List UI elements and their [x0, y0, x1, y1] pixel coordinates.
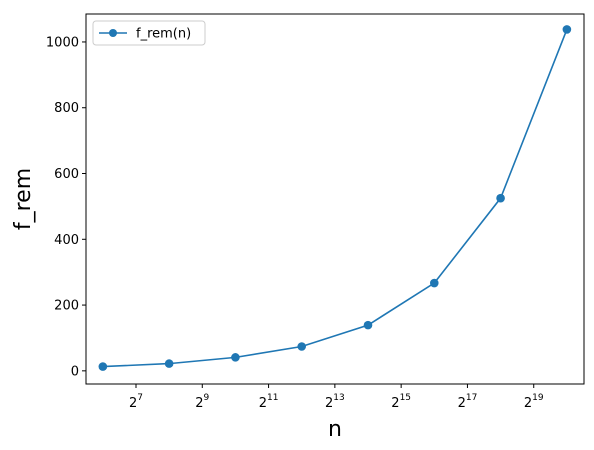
- data-point: [363, 320, 373, 330]
- data-point: [231, 353, 240, 362]
- x-tick-exponent: 19: [532, 393, 544, 403]
- x-tick-base: 2: [259, 396, 267, 411]
- x-tick-label: 219: [524, 393, 544, 411]
- x-tick-base: 2: [524, 396, 532, 411]
- x-tick-base: 2: [458, 396, 466, 411]
- x-tick-exponent: 7: [137, 393, 143, 403]
- x-tick-label: 217: [458, 393, 478, 411]
- legend-point-marker: [109, 29, 117, 37]
- y-tick-label: 1000: [46, 35, 79, 50]
- y-tick-label: 800: [54, 101, 79, 116]
- plot-area: [98, 25, 572, 371]
- x-axis-label: n: [328, 417, 342, 442]
- data-point: [562, 25, 572, 34]
- x-tick-exponent: 15: [400, 393, 411, 403]
- x-tick-base: 2: [391, 396, 399, 411]
- data-point: [297, 342, 307, 351]
- x-tick-label: 29: [195, 393, 209, 411]
- x-tick-label: 213: [325, 393, 345, 411]
- data-point: [429, 278, 439, 288]
- y-tick-label: 400: [54, 233, 79, 248]
- y-tick-label: 0: [71, 364, 79, 379]
- data-point: [98, 362, 108, 371]
- x-tick-exponent: 17: [466, 393, 477, 403]
- x-tick-exponent: 11: [267, 393, 278, 403]
- x-tick-exponent: 9: [204, 393, 210, 403]
- x-tick-label: 215: [391, 393, 411, 411]
- data-point: [496, 193, 505, 203]
- axes-frame: [85, 13, 585, 385]
- y-tick-label: 600: [54, 167, 79, 182]
- series-line: [102, 29, 568, 368]
- legend-frame: [92, 20, 206, 46]
- x-tick-base: 2: [325, 396, 333, 411]
- y-tick-label: 200: [54, 299, 79, 314]
- x-tick-base: 2: [129, 396, 137, 411]
- legend-series-label: f_rem(n): [136, 27, 191, 42]
- x-tick-label: 211: [259, 393, 279, 411]
- x-tick-label: 27: [129, 393, 143, 411]
- y-axis-label: f_rem: [11, 168, 36, 230]
- x-tick-exponent: 13: [333, 393, 344, 403]
- x-tick-base: 2: [195, 396, 203, 411]
- legend: f_rem(n): [92, 20, 206, 46]
- data-point: [164, 359, 174, 368]
